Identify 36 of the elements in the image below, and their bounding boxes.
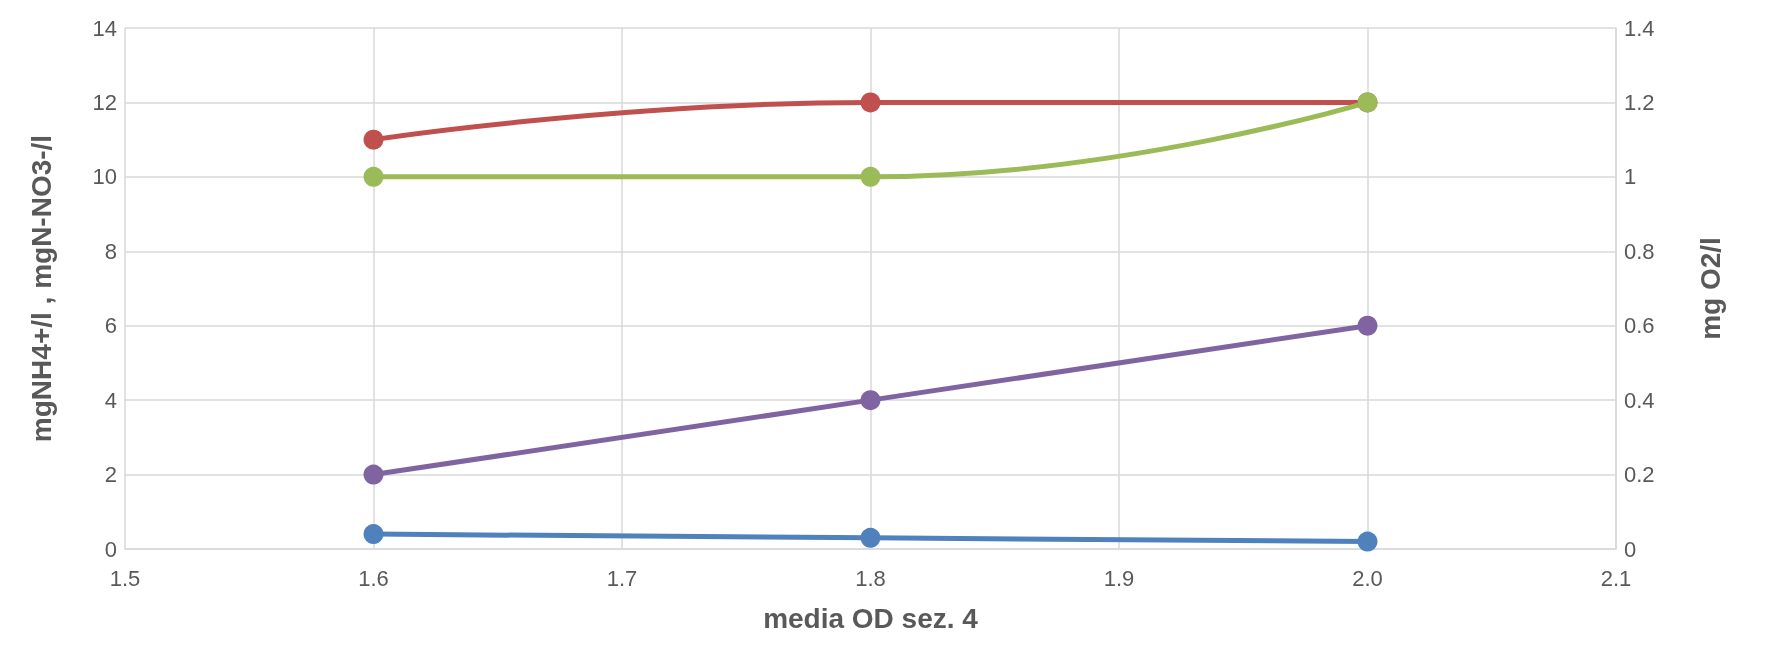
y2-tick-label: 0.6	[1624, 313, 1655, 339]
y-tick-label: 2	[104, 462, 117, 488]
point	[860, 390, 881, 411]
point	[860, 166, 881, 187]
y-tick-label: 10	[92, 164, 117, 190]
point	[363, 524, 384, 545]
y2-tick-label: 1	[1624, 164, 1637, 190]
point	[860, 527, 881, 548]
y-axis-title: mgNH4+/l , mgN-NO3-/l	[25, 134, 57, 443]
x-tick-label: 2.1	[1600, 565, 1632, 591]
x-tick-label: 1.5	[109, 565, 141, 591]
point	[860, 92, 881, 113]
y2-tick-label: 0.8	[1624, 238, 1655, 264]
x-axis-title: media OD sez. 4	[763, 602, 979, 634]
y2-tick-label: 0.2	[1624, 462, 1655, 488]
point	[1357, 315, 1378, 336]
x-tick-label: 1.6	[358, 565, 389, 591]
point	[1357, 531, 1378, 552]
y-tick-label: 8	[104, 238, 117, 264]
y-tick-label: 14	[92, 15, 117, 41]
y2-tick-label: 1.4	[1624, 15, 1655, 41]
x-tick-label: 1.7	[606, 565, 638, 591]
point	[363, 129, 384, 150]
y-tick-label: 4	[104, 387, 117, 413]
y2-tick-label: 0	[1624, 536, 1637, 562]
x-tick-label: 1.8	[855, 565, 886, 591]
y-tick-label: 0	[104, 536, 117, 562]
point	[363, 464, 384, 485]
y-tick-label: 6	[104, 313, 117, 339]
y2-tick-label: 1.2	[1624, 89, 1655, 115]
x-tick-label: 2.0	[1352, 565, 1383, 591]
x-tick-label: 1.9	[1103, 565, 1135, 591]
y2-tick-label: 0.4	[1624, 387, 1655, 413]
y2-axis-title: mg O2/l	[1694, 237, 1726, 340]
point	[363, 166, 384, 187]
y-tick-label: 12	[92, 89, 117, 115]
